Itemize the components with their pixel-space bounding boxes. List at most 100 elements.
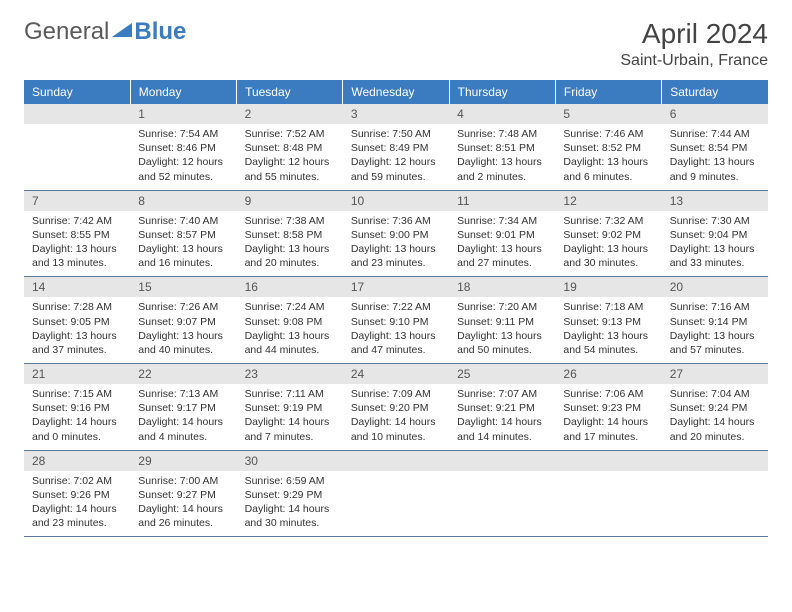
sunrise-line: Sunrise: 7:13 AM (138, 387, 228, 401)
day-number: 23 (237, 364, 343, 384)
day-details: Sunrise: 7:09 AMSunset: 9:20 PMDaylight:… (343, 384, 449, 450)
daylight-line: Daylight: 14 hours and 7 minutes. (245, 415, 335, 443)
day-details: Sunrise: 7:34 AMSunset: 9:01 PMDaylight:… (449, 211, 555, 277)
weekday-sunday: Sunday (24, 80, 130, 104)
sunrise-line: Sunrise: 7:46 AM (563, 127, 653, 141)
day-number: 7 (24, 191, 130, 211)
calendar-row: 7 Sunrise: 7:42 AMSunset: 8:55 PM Daylight… (24, 190, 768, 277)
calendar-body: 1Sunrise: 7:54 AMSunset: 8:46 PMDaylight… (24, 104, 768, 537)
sunset-line: Sunset: 9:23 PM (563, 401, 653, 415)
sunrise-line: Sunrise: 7:24 AM (245, 300, 335, 314)
sunset-line: Sunset: 9:05 PM (32, 315, 122, 329)
sunset-line: Sunset: 9:13 PM (563, 315, 653, 329)
sunrise-line: Sunrise: 7:04 AM (670, 387, 760, 401)
sunrise-line: Sunrise: 7:28 AM (32, 300, 122, 314)
month-title: April 2024 (620, 18, 768, 50)
sunset-line: Sunset: 9:27 PM (138, 488, 228, 502)
day-number (662, 451, 768, 471)
daylight-line: Daylight: 13 hours and 23 minutes. (351, 242, 441, 270)
day-details (24, 124, 130, 180)
day-details: Sunrise: 7:54 AMSunset: 8:46 PMDaylight:… (130, 124, 236, 190)
calendar-row: 21 Sunrise: 7:15 AMSunset: 9:16 PM Dayligh… (24, 364, 768, 451)
sunset-line: Sunset: 9:07 PM (138, 315, 228, 329)
day-details (555, 471, 661, 527)
day-number: 25 (449, 364, 555, 384)
day-cell-2: 2Sunrise: 7:52 AMSunset: 8:48 PMDaylight… (237, 104, 343, 190)
daylight-line: Daylight: 13 hours and 57 minutes. (670, 329, 760, 357)
sunrise-line: Sunrise: 7:38 AM (245, 214, 335, 228)
day-cell-29: 29Sunrise: 7:00 AMSunset: 9:27 PMDayligh… (130, 450, 236, 537)
calendar-row: 1Sunrise: 7:54 AMSunset: 8:46 PMDaylight… (24, 104, 768, 190)
daylight-line: Daylight: 12 hours and 59 minutes. (351, 155, 441, 183)
daylight-line: Daylight: 13 hours and 37 minutes. (32, 329, 122, 357)
day-cell-27: 27Sunrise: 7:04 AMSunset: 9:24 PMDayligh… (662, 364, 768, 451)
sunset-line: Sunset: 9:08 PM (245, 315, 335, 329)
day-cell-4: 4Sunrise: 7:48 AMSunset: 8:51 PMDaylight… (449, 104, 555, 190)
sunset-line: Sunset: 9:24 PM (670, 401, 760, 415)
day-cell-10: 10Sunrise: 7:36 AMSunset: 9:00 PMDayligh… (343, 190, 449, 277)
day-details: Sunrise: 7:16 AMSunset: 9:14 PMDaylight:… (662, 297, 768, 363)
day-details: Sunrise: 7:36 AMSunset: 9:00 PMDaylight:… (343, 211, 449, 277)
sunrise-line: Sunrise: 7:36 AM (351, 214, 441, 228)
day-cell-30: 30Sunrise: 6:59 AMSunset: 9:29 PMDayligh… (237, 450, 343, 537)
sunset-line: Sunset: 9:20 PM (351, 401, 441, 415)
empty-cell (555, 450, 661, 537)
day-cell-7: 7Sunrise: 7:42 AMSunset: 8:55 PMDaylight… (24, 190, 130, 277)
sunset-line: Sunset: 8:48 PM (245, 141, 335, 155)
day-details: Sunrise: 7:24 AMSunset: 9:08 PMDaylight:… (237, 297, 343, 363)
sunrise-line: Sunrise: 7:06 AM (563, 387, 653, 401)
day-number: 22 (130, 364, 236, 384)
sunrise-line: Sunrise: 7:18 AM (563, 300, 653, 314)
daylight-line: Daylight: 12 hours and 52 minutes. (138, 155, 228, 183)
sunset-line: Sunset: 8:54 PM (670, 141, 760, 155)
empty-cell (24, 104, 130, 190)
day-details: Sunrise: 7:38 AMSunset: 8:58 PMDaylight:… (237, 211, 343, 277)
calendar-row: 28Sunrise: 7:02 AMSunset: 9:26 PMDayligh… (24, 450, 768, 537)
sunset-line: Sunset: 9:02 PM (563, 228, 653, 242)
sunset-line: Sunset: 8:58 PM (245, 228, 335, 242)
sunrise-line: Sunrise: 7:15 AM (32, 387, 122, 401)
daylight-line: Daylight: 13 hours and 44 minutes. (245, 329, 335, 357)
weekday-header-row: SundayMondayTuesdayWednesdayThursdayFrid… (24, 80, 768, 104)
day-number: 12 (555, 191, 661, 211)
daylight-line: Daylight: 13 hours and 54 minutes. (563, 329, 653, 357)
day-number: 13 (662, 191, 768, 211)
weekday-friday: Friday (555, 80, 661, 104)
daylight-line: Daylight: 13 hours and 6 minutes. (563, 155, 653, 183)
day-number: 20 (662, 277, 768, 297)
empty-cell (662, 450, 768, 537)
daylight-line: Daylight: 13 hours and 40 minutes. (138, 329, 228, 357)
daylight-line: Daylight: 14 hours and 4 minutes. (138, 415, 228, 443)
day-number: 5 (555, 104, 661, 124)
day-number: 4 (449, 104, 555, 124)
day-number (555, 451, 661, 471)
sunset-line: Sunset: 8:55 PM (32, 228, 122, 242)
day-cell-3: 3Sunrise: 7:50 AMSunset: 8:49 PMDaylight… (343, 104, 449, 190)
day-cell-15: 15Sunrise: 7:26 AMSunset: 9:07 PMDayligh… (130, 277, 236, 364)
sunset-line: Sunset: 8:49 PM (351, 141, 441, 155)
day-details: Sunrise: 7:52 AMSunset: 8:48 PMDaylight:… (237, 124, 343, 190)
sunset-line: Sunset: 9:16 PM (32, 401, 122, 415)
day-cell-22: 22Sunrise: 7:13 AMSunset: 9:17 PMDayligh… (130, 364, 236, 451)
day-number: 27 (662, 364, 768, 384)
day-number: 11 (449, 191, 555, 211)
sunrise-line: Sunrise: 7:52 AM (245, 127, 335, 141)
sunrise-line: Sunrise: 7:42 AM (32, 214, 122, 228)
day-number: 21 (24, 364, 130, 384)
brand-part1: General (24, 18, 109, 46)
day-number: 29 (130, 451, 236, 471)
weekday-saturday: Saturday (662, 80, 768, 104)
day-details: Sunrise: 7:32 AMSunset: 9:02 PMDaylight:… (555, 211, 661, 277)
day-number: 10 (343, 191, 449, 211)
day-cell-20: 20Sunrise: 7:16 AMSunset: 9:14 PMDayligh… (662, 277, 768, 364)
day-cell-6: 6Sunrise: 7:44 AMSunset: 8:54 PMDaylight… (662, 104, 768, 190)
day-details (449, 471, 555, 527)
sunrise-line: Sunrise: 7:34 AM (457, 214, 547, 228)
day-details: Sunrise: 7:02 AMSunset: 9:26 PMDaylight:… (24, 471, 130, 537)
day-number: 17 (343, 277, 449, 297)
daylight-line: Daylight: 13 hours and 27 minutes. (457, 242, 547, 270)
daylight-line: Daylight: 14 hours and 26 minutes. (138, 502, 228, 530)
daylight-line: Daylight: 14 hours and 17 minutes. (563, 415, 653, 443)
day-number: 16 (237, 277, 343, 297)
day-details: Sunrise: 7:20 AMSunset: 9:11 PMDaylight:… (449, 297, 555, 363)
